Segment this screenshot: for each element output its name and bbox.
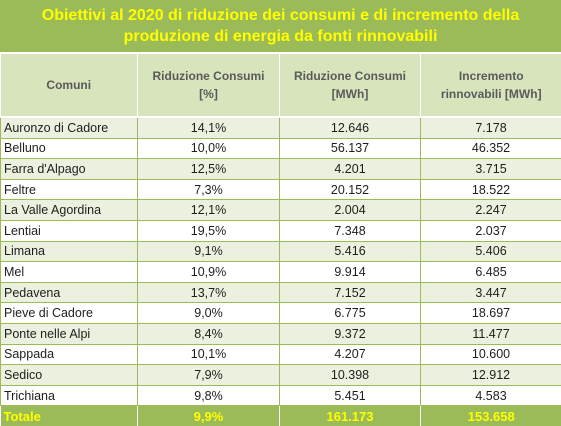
- header-comuni: Comuni: [1, 54, 138, 117]
- cell-riduzione-percent: 7,3%: [138, 179, 280, 200]
- cell-incremento: 12.912: [421, 365, 561, 386]
- header-riduzione-percent: Riduzione Consumi [%]: [138, 54, 280, 117]
- table-row: Feltre 7,3% 20.152 18.522: [1, 179, 561, 200]
- cell-comune: La Valle Agordina: [1, 200, 138, 221]
- cell-incremento: 4.583: [421, 385, 561, 406]
- cell-riduzione-mwh: 56.137: [280, 138, 421, 159]
- table-row: Sappada 10,1% 4.207 10.600: [1, 344, 561, 365]
- cell-comune: Lentiai: [1, 220, 138, 241]
- table-row: Pieve di Cadore 9,0% 6.775 18.697: [1, 303, 561, 324]
- total-riduzione-mwh: 161.173: [280, 406, 421, 426]
- cell-riduzione-percent: 12,5%: [138, 159, 280, 180]
- cell-incremento: 6.485: [421, 262, 561, 283]
- cell-riduzione-mwh: 10.398: [280, 365, 421, 386]
- cell-riduzione-mwh: 2.004: [280, 200, 421, 221]
- cell-riduzione-percent: 12,1%: [138, 200, 280, 221]
- cell-incremento: 46.352: [421, 138, 561, 159]
- table-row: Sedico 7,9% 10.398 12.912: [1, 365, 561, 386]
- cell-incremento: 2.247: [421, 200, 561, 221]
- cell-riduzione-mwh: 12.646: [280, 117, 421, 138]
- cell-incremento: 11.477: [421, 323, 561, 344]
- header-incremento-line1: Incremento: [425, 67, 558, 85]
- cell-riduzione-percent: 13,7%: [138, 282, 280, 303]
- cell-comune: Trichiana: [1, 385, 138, 406]
- header-riduzione-percent-line2: [%]: [142, 85, 275, 103]
- cell-comune: Farra d'Alpago: [1, 159, 138, 180]
- cell-riduzione-mwh: 7.348: [280, 220, 421, 241]
- cell-riduzione-percent: 19,5%: [138, 220, 280, 241]
- total-row: Totale 9,9% 161.173 153.658: [1, 406, 561, 426]
- header-incremento-rinnovabili: Incremento rinnovabili [MWh]: [421, 54, 561, 117]
- cell-comune: Ponte nelle Alpi: [1, 323, 138, 344]
- header-incremento-line2: rinnovabili [MWh]: [425, 85, 558, 103]
- cell-incremento: 10.600: [421, 344, 561, 365]
- cell-comune: Feltre: [1, 179, 138, 200]
- table-row: Farra d'Alpago 12,5% 4.201 3.715: [1, 159, 561, 180]
- title-line-2: produzione di energia da fonti rinnovabi…: [0, 26, 561, 47]
- header-riduzione-percent-line1: Riduzione Consumi: [142, 67, 275, 85]
- total-label: Totale: [1, 406, 138, 426]
- total-riduzione-percent: 9,9%: [138, 406, 280, 426]
- cell-riduzione-mwh: 5.416: [280, 241, 421, 262]
- cell-comune: Belluno: [1, 138, 138, 159]
- header-row: Comuni Riduzione Consumi [%] Riduzione C…: [1, 54, 561, 117]
- table-row: Lentiai 19,5% 7.348 2.037: [1, 220, 561, 241]
- cell-incremento: 3.447: [421, 282, 561, 303]
- table-body: Auronzo di Cadore 14,1% 12.646 7.178 Bel…: [1, 117, 561, 406]
- table-row: Mel 10,9% 9.914 6.485: [1, 262, 561, 283]
- cell-incremento: 2.037: [421, 220, 561, 241]
- cell-riduzione-mwh: 6.775: [280, 303, 421, 324]
- cell-riduzione-percent: 7,9%: [138, 365, 280, 386]
- table-footer: Totale 9,9% 161.173 153.658: [1, 406, 561, 426]
- table-row: Auronzo di Cadore 14,1% 12.646 7.178: [1, 117, 561, 138]
- cell-incremento: 5.406: [421, 241, 561, 262]
- cell-riduzione-mwh: 9.372: [280, 323, 421, 344]
- cell-riduzione-mwh: 4.207: [280, 344, 421, 365]
- cell-riduzione-percent: 10,1%: [138, 344, 280, 365]
- cell-riduzione-percent: 9,8%: [138, 385, 280, 406]
- table-row: Trichiana 9,8% 5.451 4.583: [1, 385, 561, 406]
- cell-comune: Limana: [1, 241, 138, 262]
- table-row: Ponte nelle Alpi 8,4% 9.372 11.477: [1, 323, 561, 344]
- cell-riduzione-percent: 9,1%: [138, 241, 280, 262]
- header-riduzione-mwh-line2: [MWh]: [284, 85, 416, 103]
- cell-riduzione-mwh: 20.152: [280, 179, 421, 200]
- cell-incremento: 3.715: [421, 159, 561, 180]
- objectives-table: Comuni Riduzione Consumi [%] Riduzione C…: [0, 54, 561, 426]
- cell-incremento: 18.697: [421, 303, 561, 324]
- title-line-1: Obiettivi al 2020 di riduzione dei consu…: [0, 5, 561, 26]
- table-title: Obiettivi al 2020 di riduzione dei consu…: [0, 0, 561, 54]
- cell-incremento: 7.178: [421, 117, 561, 138]
- cell-comune: Sappada: [1, 344, 138, 365]
- cell-comune: Sedico: [1, 365, 138, 386]
- header-riduzione-mwh-line1: Riduzione Consumi: [284, 67, 416, 85]
- table-row: Limana 9,1% 5.416 5.406: [1, 241, 561, 262]
- cell-riduzione-mwh: 9.914: [280, 262, 421, 283]
- cell-riduzione-mwh: 7.152: [280, 282, 421, 303]
- cell-incremento: 18.522: [421, 179, 561, 200]
- cell-comune: Mel: [1, 262, 138, 283]
- cell-comune: Pieve di Cadore: [1, 303, 138, 324]
- document-frame: Obiettivi al 2020 di riduzione dei consu…: [0, 0, 561, 415]
- cell-riduzione-percent: 8,4%: [138, 323, 280, 344]
- header-riduzione-mwh: Riduzione Consumi [MWh]: [280, 54, 421, 117]
- cell-riduzione-mwh: 4.201: [280, 159, 421, 180]
- cell-riduzione-percent: 10,9%: [138, 262, 280, 283]
- cell-riduzione-percent: 10,0%: [138, 138, 280, 159]
- cell-comune: Auronzo di Cadore: [1, 117, 138, 138]
- cell-comune: Pedavena: [1, 282, 138, 303]
- table-row: La Valle Agordina 12,1% 2.004 2.247: [1, 200, 561, 221]
- cell-riduzione-mwh: 5.451: [280, 385, 421, 406]
- header-comuni-line1: Comuni: [5, 76, 134, 94]
- cell-riduzione-percent: 9,0%: [138, 303, 280, 324]
- table-header: Comuni Riduzione Consumi [%] Riduzione C…: [1, 54, 561, 117]
- total-incremento: 153.658: [421, 406, 561, 426]
- table-row: Belluno 10,0% 56.137 46.352: [1, 138, 561, 159]
- cell-riduzione-percent: 14,1%: [138, 117, 280, 138]
- table-row: Pedavena 13,7% 7.152 3.447: [1, 282, 561, 303]
